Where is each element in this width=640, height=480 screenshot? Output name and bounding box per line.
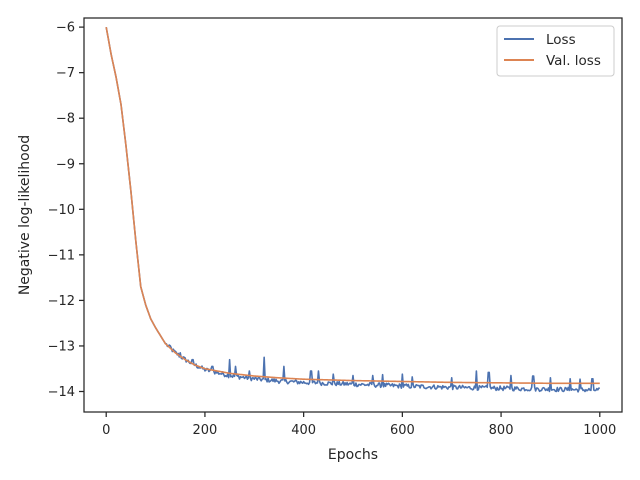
x-axis-label: Epochs [328, 447, 378, 463]
x-tick-label: 200 [193, 423, 218, 438]
y-axis-label: Negative log-likelihood [17, 135, 33, 295]
y-tick-label: −9 [56, 157, 75, 172]
y-tick-label: −12 [48, 294, 75, 309]
x-tick-label: 600 [390, 423, 415, 438]
y-tick-label: −7 [56, 66, 75, 81]
plot-lines [105, 26, 600, 393]
legend-label-loss: Loss [546, 32, 576, 48]
y-tick-label: −6 [56, 21, 75, 36]
x-tick-label: 0 [102, 423, 110, 438]
x-axis-ticks: 0 200 400 600 800 1000 [102, 412, 616, 438]
legend: Loss Val. loss [496, 25, 615, 77]
y-tick-label: −10 [48, 203, 75, 218]
x-tick-label: 1000 [583, 423, 616, 438]
x-tick-label: 400 [291, 423, 316, 438]
x-tick-label: 800 [489, 423, 514, 438]
y-tick-label: −14 [48, 385, 75, 400]
y-tick-label: −11 [48, 248, 75, 263]
y-tick-label: −8 [56, 112, 75, 127]
legend-label-val-loss: Val. loss [546, 53, 601, 69]
y-axis-ticks: −14 −13 −12 −11 −10 −9 −8 −7 −6 [48, 21, 84, 400]
series-line-val-loss [105, 26, 600, 385]
plot-frame [83, 17, 623, 413]
y-tick-label: −13 [48, 339, 75, 354]
